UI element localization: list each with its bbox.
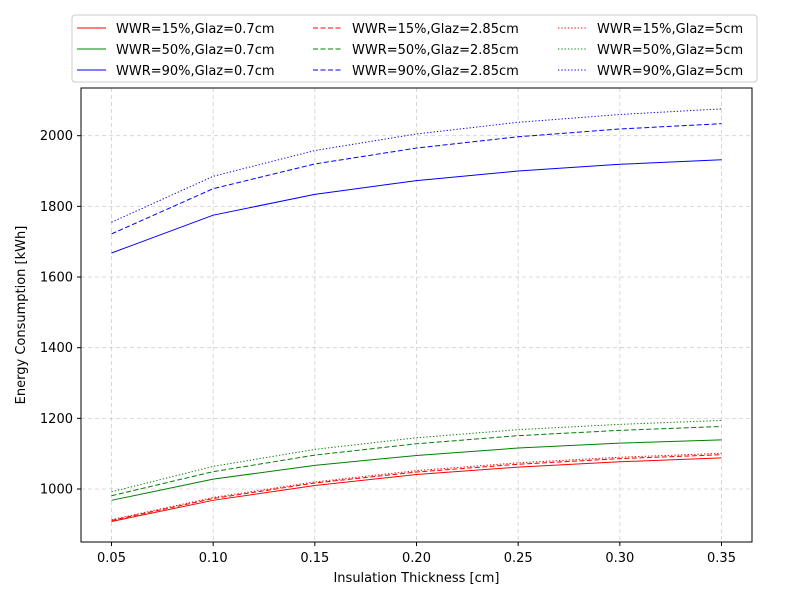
x-tick-label: 0.35 [707, 551, 736, 566]
series-line [111, 419, 722, 493]
series-line [111, 457, 722, 522]
x-tick-label: 0.20 [402, 551, 431, 566]
x-axis-ticks: 0.05 0.10 0.15 0.20 0.25 0.30 0.35 [97, 542, 736, 566]
y-axis-ticks: 1000 1200 1400 1600 1800 2000 [40, 129, 81, 498]
x-tick-label: 0.10 [199, 551, 228, 566]
grid [81, 88, 752, 542]
y-tick-label: 1600 [40, 271, 73, 286]
x-tick-label: 0.15 [300, 551, 329, 566]
legend: WWR=15%,Glaz=0.7cm WWR=50%,Glaz=0.7cm WWR=… [71, 14, 758, 83]
y-axis-title: Energy Consumption [kWh] [14, 226, 29, 405]
x-tick-label: 0.05 [97, 551, 126, 566]
series-line [111, 159, 722, 254]
legend-label: WWR=90%,Glaz=2.85cm [352, 64, 519, 79]
legend-label: WWR=90%,Glaz=5cm [597, 64, 743, 79]
y-tick-label: 1400 [40, 341, 73, 356]
legend-label: WWR=90%,Glaz=0.7cm [116, 64, 275, 79]
legend-label: WWR=50%,Glaz=0.7cm [116, 43, 275, 58]
y-tick-label: 1200 [40, 412, 73, 427]
legend-label: WWR=50%,Glaz=5cm [597, 43, 743, 58]
legend-label: WWR=50%,Glaz=2.85cm [352, 43, 519, 58]
x-tick-label: 0.25 [504, 551, 533, 566]
y-tick-label: 1000 [40, 483, 73, 498]
x-tick-label: 0.30 [605, 551, 634, 566]
series-line [111, 439, 722, 501]
series-lines [111, 108, 722, 522]
y-tick-label: 2000 [40, 129, 73, 144]
x-axis-title: Insulation Thickness [cm] [333, 571, 499, 586]
legend-box [71, 14, 758, 83]
y-tick-label: 1800 [40, 200, 73, 215]
legend-label: WWR=15%,Glaz=2.85cm [352, 22, 519, 37]
legend-label: WWR=15%,Glaz=5cm [597, 22, 743, 37]
series-line [111, 454, 722, 521]
series-line [111, 123, 722, 235]
legend-label: WWR=15%,Glaz=0.7cm [116, 22, 275, 37]
series-line [111, 425, 722, 497]
